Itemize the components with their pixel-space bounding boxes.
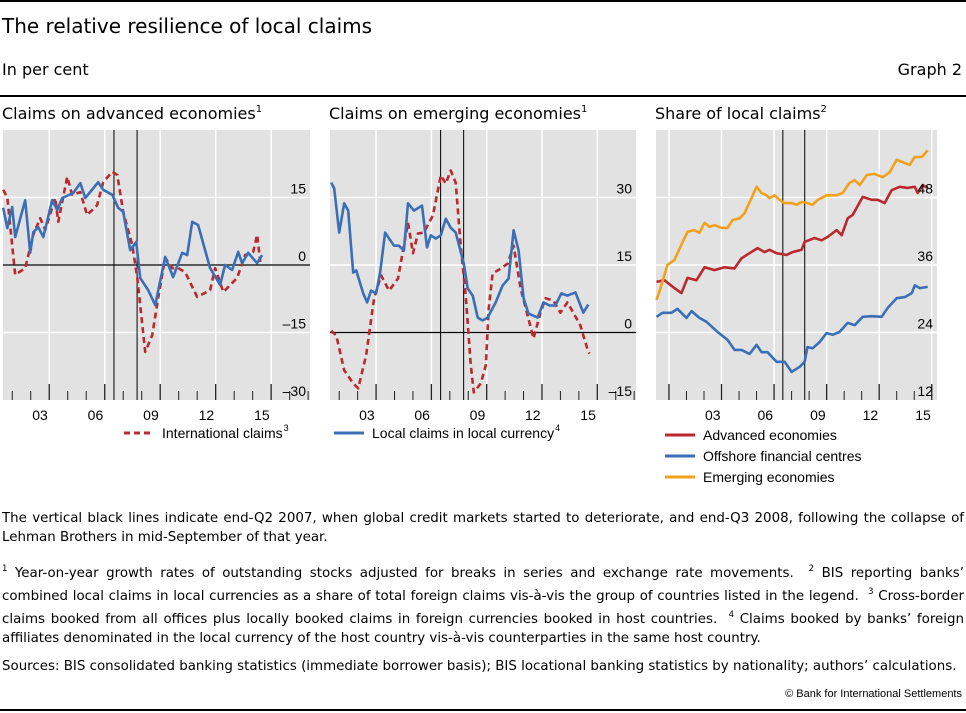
series-line-local-claims-in-local-currency (1, 180, 264, 307)
x-tick-label: 12 (199, 407, 215, 423)
sources: Sources: BIS consolidated banking statis… (2, 657, 964, 676)
footnote-mark: 4 (728, 610, 734, 620)
header-rule (0, 95, 966, 97)
chart-panel-2: 30 15 0 –15 03 06 09 12 15 Local claims in local … (330, 130, 636, 441)
series-line-international-claims (330, 169, 591, 394)
y-tick-label: 30 (616, 181, 632, 197)
chart-panel-3: 48 36 24 12 03 06 09 12 15 Advanced economies Offs… (655, 130, 937, 485)
panel-title-advanced: Claims on advanced economies1 (2, 104, 262, 123)
legend-footnote-mark: 3 (284, 423, 289, 433)
y-tick-label: 24 (917, 316, 933, 332)
panel-title-text: Claims on emerging economies (329, 104, 582, 123)
x-tick-label: 15 (254, 407, 270, 423)
legend-label: Offshore financial centres (703, 448, 862, 464)
series-line-advanced-economies (656, 183, 929, 295)
panel-title-text: Claims on advanced economies (2, 104, 256, 123)
y-tick-label: 15 (290, 181, 306, 197)
x-tick-label: 06 (414, 407, 430, 423)
graph-title: The relative resilience of local claims (2, 14, 373, 38)
x-tick-label: 06 (88, 407, 104, 423)
x-tick-label: 09 (810, 407, 826, 423)
top-rule (0, 0, 966, 2)
note-text: The vertical black lines indicate end-Q2… (2, 511, 964, 545)
panel-title-emerging: Claims on emerging economies1 (329, 104, 587, 123)
panel-title-share: Share of local claims2 (655, 104, 827, 123)
x-tick-label: 09 (143, 407, 159, 423)
y-tick-label: –15 (283, 316, 307, 332)
legend-footnote-mark: 4 (555, 423, 560, 433)
y-tick-label: 15 (616, 248, 632, 264)
footnote-mark: 2 (808, 564, 815, 574)
footnote-mark: 3 (868, 587, 874, 597)
x-tick-label: 15 (580, 407, 596, 423)
unit-label: In per cent (2, 60, 89, 79)
footnote-text: BIS reporting banks’ combined local clai… (2, 566, 964, 604)
footnote-mark: 1 (581, 104, 588, 115)
y-tick-label: –30 (283, 383, 307, 399)
sources-text: Sources: BIS consolidated banking statis… (2, 659, 957, 674)
footnote-text: Year-on-year growth rates of outstanding… (14, 566, 794, 581)
chart-panel-1: 15 0 –15 –30 03 06 09 12 15 International claims 3 (1, 130, 310, 441)
x-tick-label: 12 (863, 407, 879, 423)
x-tick-label: 03 (32, 407, 48, 423)
x-tick-label: 03 (705, 407, 721, 423)
footnote-mark: 1 (255, 104, 263, 115)
footnotes: 1 Year-on-year growth rates of outstandi… (2, 560, 964, 648)
x-tick-label: 12 (525, 407, 541, 423)
chart-note: The vertical black lines indicate end-Q2… (2, 509, 964, 547)
footnote-mark: 1 (2, 564, 8, 574)
graph-number: Graph 2 (897, 60, 962, 79)
x-tick-label: 06 (758, 407, 774, 423)
legend-label: Advanced economies (703, 427, 837, 443)
bottom-rule (0, 709, 966, 711)
x-tick-label: 09 (470, 407, 486, 423)
y-tick-label: 0 (298, 248, 306, 264)
y-tick-label: 12 (917, 383, 933, 399)
legend-label: Emerging economies (703, 469, 835, 485)
footnote-text: Claims booked by banks’ foreign affiliat… (2, 612, 964, 646)
footnote-mark: 2 (820, 104, 827, 115)
y-tick-label: –15 (609, 383, 633, 399)
y-tick-label: 0 (624, 316, 632, 332)
legend-label: Local claims in local currency (372, 425, 554, 441)
legend-label: International claims (162, 425, 283, 441)
panel-title-text: Share of local claims (655, 104, 821, 123)
x-tick-label: 03 (359, 407, 375, 423)
series-line-local-claims-in-local-currency (330, 182, 590, 322)
series-line-emerging-economies (655, 149, 929, 301)
y-tick-label: 48 (917, 181, 933, 197)
x-tick-label: 15 (915, 407, 931, 423)
copyright: © Bank for International Settlements (785, 688, 962, 700)
footnote-text: Cross-border claims booked from all offi… (2, 589, 964, 627)
y-tick-label: 36 (917, 248, 933, 264)
series-line-offshore-financial-centres (655, 284, 928, 374)
